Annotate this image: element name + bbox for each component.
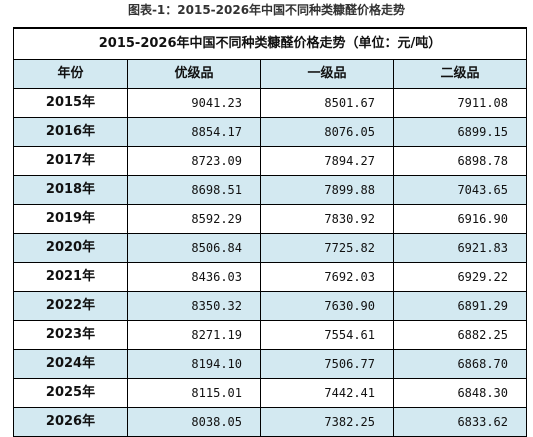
table-row: 2019年 8592.29 7830.92 6916.90 — [13, 204, 528, 234]
premium-price-cell: 8115.01 — [127, 378, 261, 408]
second-grade-price-cell: 6899.15 — [392, 117, 528, 147]
second-grade-price-cell: 6916.90 — [392, 204, 528, 234]
year-cell: 2025年 — [13, 378, 128, 408]
table-row: 2020年 8506.84 7725.82 6921.83 — [13, 233, 528, 263]
year-cell: 2026年 — [13, 407, 128, 437]
first-grade-price-cell: 7442.41 — [260, 378, 394, 408]
year-cell: 2019年 — [13, 204, 128, 234]
first-grade-price-cell: 7830.92 — [260, 204, 394, 234]
premium-price-cell: 8350.32 — [127, 291, 261, 321]
second-grade-price-cell: 6833.62 — [392, 407, 528, 437]
premium-price-cell: 8854.17 — [127, 117, 261, 147]
table-row: 2015年 9041.23 8501.67 7911.08 — [13, 88, 528, 118]
premium-price-cell: 8698.51 — [127, 175, 261, 205]
table-row: 2016年 8854.17 8076.05 6899.15 — [13, 117, 528, 147]
table-row: 2017年 8723.09 7894.27 6898.78 — [13, 146, 528, 176]
header-first-grade: 一级品 — [260, 59, 394, 89]
year-cell: 2015年 — [13, 88, 128, 118]
table-title: 2015-2026年中国不同种类糠醛价格走势（单位：元/吨） — [12, 27, 528, 60]
year-cell: 2020年 — [13, 233, 128, 263]
table-row: 2025年 8115.01 7442.41 6848.30 — [13, 378, 528, 408]
header-second-grade: 二级品 — [392, 59, 528, 89]
second-grade-price-cell: 6848.30 — [392, 378, 528, 408]
second-grade-price-cell: 6921.83 — [392, 233, 528, 263]
year-cell: 2017年 — [13, 146, 128, 176]
figure-caption: 图表-1：2015-2026年中国不同种类糠醛价格走势 — [127, 3, 406, 17]
first-grade-price-cell: 7725.82 — [260, 233, 394, 263]
table-row: 2018年 8698.51 7899.88 7043.65 — [13, 175, 528, 205]
year-cell: 2021年 — [13, 262, 128, 292]
year-cell: 2024年 — [13, 349, 128, 379]
first-grade-price-cell: 8501.67 — [260, 88, 394, 118]
table-row: 2023年 8271.19 7554.61 6882.25 — [13, 320, 528, 350]
premium-price-cell: 9041.23 — [127, 88, 261, 118]
premium-price-cell: 8506.84 — [127, 233, 261, 263]
premium-price-cell: 8592.29 — [127, 204, 261, 234]
second-grade-price-cell: 6891.29 — [392, 291, 528, 321]
table-row: 2021年 8436.03 7692.03 6929.22 — [13, 262, 528, 292]
table-row: 2022年 8350.32 7630.90 6891.29 — [13, 291, 528, 321]
table-row: 2024年 8194.10 7506.77 6868.70 — [13, 349, 528, 379]
year-cell: 2023年 — [13, 320, 128, 350]
premium-price-cell: 8194.10 — [127, 349, 261, 379]
second-grade-price-cell: 7911.08 — [392, 88, 528, 118]
second-grade-price-cell: 6929.22 — [392, 262, 528, 292]
first-grade-price-cell: 7894.27 — [260, 146, 394, 176]
second-grade-price-cell: 6898.78 — [392, 146, 528, 176]
first-grade-price-cell: 7692.03 — [260, 262, 394, 292]
year-cell: 2018年 — [13, 175, 128, 205]
second-grade-price-cell: 6868.70 — [392, 349, 528, 379]
table-row: 2026年 8038.05 7382.25 6833.62 — [13, 407, 528, 437]
first-grade-price-cell: 7630.90 — [260, 291, 394, 321]
first-grade-price-cell: 7506.77 — [260, 349, 394, 379]
year-cell: 2022年 — [13, 291, 128, 321]
price-table: 2015-2026年中国不同种类糠醛价格走势（单位：元/吨） 年份 优级品 一级… — [12, 27, 528, 437]
second-grade-price-cell: 6882.25 — [392, 320, 528, 350]
first-grade-price-cell: 7382.25 — [260, 407, 394, 437]
year-cell: 2016年 — [13, 117, 128, 147]
premium-price-cell: 8436.03 — [127, 262, 261, 292]
first-grade-price-cell: 7554.61 — [260, 320, 394, 350]
premium-price-cell: 8723.09 — [127, 146, 261, 176]
first-grade-price-cell: 7899.88 — [260, 175, 394, 205]
first-grade-price-cell: 8076.05 — [260, 117, 394, 147]
premium-price-cell: 8038.05 — [127, 407, 261, 437]
header-year: 年份 — [13, 59, 128, 89]
second-grade-price-cell: 7043.65 — [392, 175, 528, 205]
header-premium-grade: 优级品 — [127, 59, 261, 89]
premium-price-cell: 8271.19 — [127, 320, 261, 350]
